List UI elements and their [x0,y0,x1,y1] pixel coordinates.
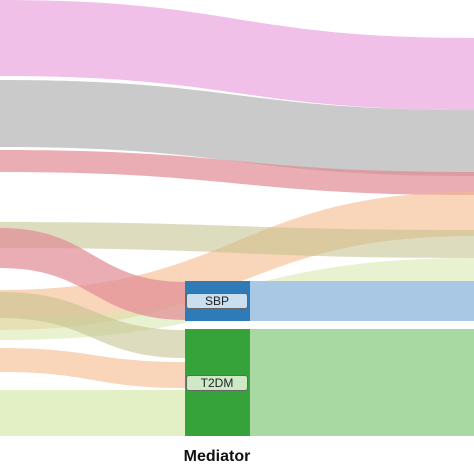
flow-orange-to-t2dm [0,348,186,388]
flow-gray [0,80,474,176]
flows [0,0,474,436]
flow-lightgreen-to-t2dm [0,390,186,436]
node-label-t2dm: T2DM [186,375,248,391]
flow-olive-to-t2dm [0,292,186,358]
axis-title: Mediator [183,448,251,465]
outflow-sbp [250,281,474,321]
flow-red-top [0,150,474,195]
flow-red-to-sbp [0,228,186,320]
flow-olive-top [0,222,474,258]
outflow-t2dm [250,329,474,436]
node-label-sbp: SBP [186,293,248,309]
flow-pink [0,0,474,110]
